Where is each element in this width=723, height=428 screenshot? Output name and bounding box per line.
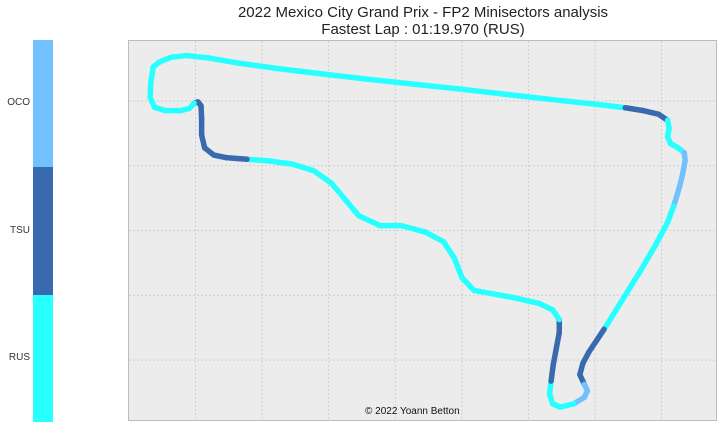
colorbar-label-tsu: TSU bbox=[10, 225, 30, 236]
track-minisector-rus bbox=[510, 294, 542, 307]
track-map-svg bbox=[129, 41, 716, 420]
credit-text: © 2022 Yoann Betton bbox=[365, 406, 460, 417]
track-minisector-rus bbox=[289, 161, 317, 174]
track-minisector-rus bbox=[637, 242, 659, 274]
track-minisector-rus bbox=[652, 219, 671, 248]
track-minisector-rus bbox=[459, 274, 477, 294]
track-minisector-rus bbox=[489, 290, 517, 301]
track-minisector-tsu bbox=[622, 104, 647, 114]
colorbar-label-oco: OCO bbox=[7, 97, 30, 108]
track-minisector-rus bbox=[342, 196, 362, 219]
track-minisector-rus bbox=[148, 64, 156, 86]
chart-title-line: 2022 Mexico City Grand Prix - FP2 Minise… bbox=[237, 4, 609, 21]
track-minisector-rus bbox=[274, 65, 326, 77]
track-minisector-rus bbox=[365, 76, 417, 87]
colorbar-segment-rus bbox=[33, 294, 53, 422]
track-minisector-rus bbox=[235, 60, 281, 72]
track-minisector-rus bbox=[410, 81, 462, 92]
track-minisector-rus bbox=[546, 96, 598, 107]
track-minisector-rus bbox=[183, 52, 211, 61]
track-minisector-rus bbox=[592, 101, 628, 111]
track-minisector-tsu bbox=[223, 154, 250, 162]
track-minisector-rus bbox=[501, 91, 553, 103]
track-minisector-rus bbox=[265, 158, 296, 167]
track-minisector-rus bbox=[601, 297, 625, 333]
track-minisector-rus bbox=[398, 222, 429, 235]
track-minisector-rus bbox=[664, 203, 677, 226]
track-minisector-rus bbox=[204, 55, 241, 66]
track-minisector-rus bbox=[422, 229, 447, 245]
track-minisector-rus bbox=[356, 213, 383, 229]
track-minisector-rus bbox=[471, 287, 495, 297]
driver-colorbar bbox=[33, 40, 53, 422]
track-segments bbox=[147, 52, 688, 410]
track-minisector-tsu bbox=[586, 326, 607, 355]
colorbar-segment-oco bbox=[33, 40, 53, 168]
track-minisector-rus bbox=[310, 167, 335, 187]
track-minisector-oco bbox=[670, 185, 682, 209]
colorbar-segment-tsu bbox=[33, 167, 53, 295]
chart-subtitle-line: Fastest Lap : 01:19.970 (RUS) bbox=[321, 21, 525, 38]
plot-area bbox=[128, 40, 717, 421]
track-minisector-rus bbox=[456, 86, 507, 97]
track-minisector-rus bbox=[451, 255, 465, 281]
track-minisector-rus bbox=[319, 71, 371, 82]
track-minisector-rus bbox=[619, 268, 644, 303]
chart-title: 2022 Mexico City Grand Prix - FP2 Minise… bbox=[128, 4, 718, 38]
colorbar-label-rus: RUS bbox=[8, 352, 30, 363]
track-minisector-rus bbox=[244, 156, 271, 164]
track-minisector-rus bbox=[440, 239, 458, 261]
track-minisector-rus bbox=[328, 180, 349, 203]
